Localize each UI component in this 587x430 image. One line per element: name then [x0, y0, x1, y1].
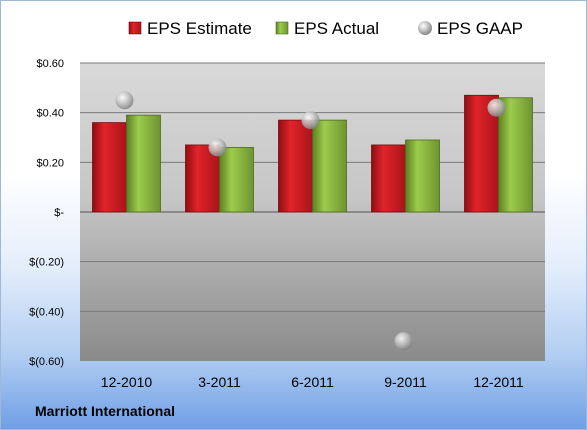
bar-eps-actual-12-2010 — [126, 114, 161, 213]
gaap-points — [115, 91, 506, 351]
bar-eps-estimate-3-2011 — [185, 144, 220, 213]
bar-eps-actual-6-2011 — [312, 119, 347, 213]
y-tick-label: $0.20 — [36, 157, 64, 169]
legend-swatch-eps-gaap — [418, 21, 432, 35]
bar-eps-estimate-6-2011 — [278, 119, 313, 213]
y-axis: $0.60 $0.40 $0.20 $- $(0.20) $(0.40) $(0.60) — [29, 58, 64, 368]
y-tick-label: $0.60 — [36, 58, 64, 70]
company-name: Marriott International — [35, 403, 176, 419]
bar-eps-actual-12-2011 — [498, 97, 533, 213]
x-tick-label: 3-2011 — [198, 374, 241, 390]
x-tick-label: 12-2011 — [473, 374, 524, 390]
legend-swatch-eps-actual — [275, 21, 289, 35]
bar-eps-estimate-12-2010 — [92, 122, 127, 213]
legend-label-eps-estimate: EPS Estimate — [147, 19, 252, 38]
y-tick-label: $(0.20) — [29, 257, 64, 269]
legend-swatch-eps-estimate — [128, 21, 142, 35]
y-tick-label: $(0.40) — [29, 306, 64, 318]
gaap-point-9-2011 — [394, 332, 413, 351]
x-tick-label: 9-2011 — [384, 374, 427, 390]
gaap-point-12-2011 — [487, 98, 506, 117]
x-tick-label: 6-2011 — [291, 374, 334, 390]
bar-eps-estimate-9-2011 — [371, 144, 406, 213]
gaap-point-12-2010 — [115, 91, 134, 110]
y-tick-label: $- — [54, 207, 64, 219]
y-tick-label: $(0.60) — [29, 356, 64, 368]
x-tick-label: 12-2010 — [101, 374, 153, 390]
x-axis: 12-2010 3-2011 6-2011 9-2011 12-2011 — [101, 374, 524, 390]
y-tick-label: $0.40 — [36, 108, 64, 120]
legend-label-eps-actual: EPS Actual — [294, 19, 379, 38]
bar-eps-actual-9-2011 — [405, 139, 440, 213]
bars — [92, 94, 533, 213]
bar-eps-actual-3-2011 — [219, 147, 254, 213]
legend-label-eps-gaap: EPS GAAP — [437, 19, 523, 38]
gaap-point-3-2011 — [208, 138, 227, 157]
legend: EPS Estimate EPS Actual EPS GAAP — [128, 19, 523, 38]
gaap-point-6-2011 — [301, 111, 320, 130]
